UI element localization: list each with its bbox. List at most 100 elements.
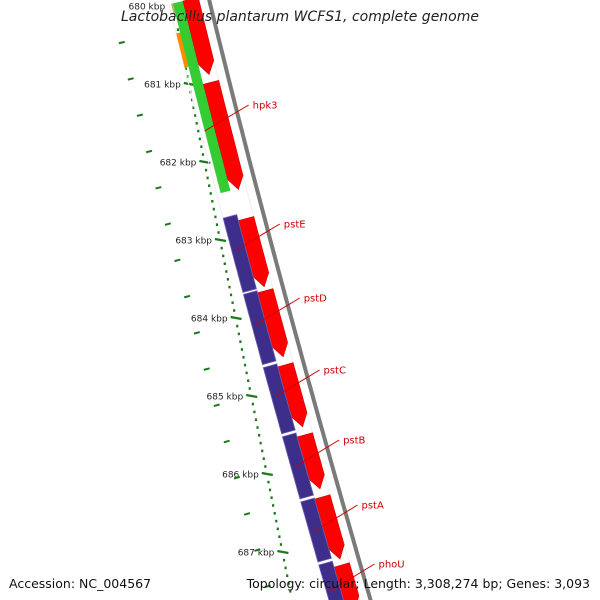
kbp-minor-tick [222, 254, 225, 258]
kbp-minor-tick [194, 114, 197, 117]
kbp-minor-tick [264, 465, 267, 468]
gene-leader-line [313, 504, 358, 533]
kbp-minor-tick [289, 590, 292, 593]
kbp-minor-tick [253, 410, 256, 414]
kbp-minor-tick [176, 28, 180, 31]
genome-summary-text: Topology: circular; Length: 3,308,274 bp… [246, 576, 590, 591]
kbp-label: 683 kbp [175, 237, 212, 247]
kbp-label: 686 kbp [222, 471, 259, 481]
kbp-major-tick [230, 315, 242, 321]
kbp-major-tick [246, 393, 258, 399]
outer-tick [193, 331, 201, 335]
kbp-minor-tick [226, 278, 229, 281]
kbp-minor-tick [206, 176, 209, 180]
outer-tick [243, 512, 251, 516]
hpk3-feature[interactable] [173, 1, 231, 194]
kbp-label: 687 kbp [238, 549, 275, 559]
kbp-minor-tick [243, 363, 247, 367]
gene-leader-line [255, 297, 300, 325]
kbp-minor-tick [278, 535, 281, 538]
gene-label-phoU[interactable]: phoU [378, 560, 404, 571]
kbp-minor-tick [239, 340, 242, 343]
kbp-minor-tick [287, 582, 290, 585]
genome-backbone [207, 0, 373, 600]
kbp-minor-tick [272, 504, 275, 507]
kbp-label: 682 kbp [160, 159, 197, 169]
outer-tick [223, 439, 230, 444]
kbp-minor-tick [282, 558, 286, 562]
kbp-minor-tick [211, 200, 214, 203]
kbp-minor-tick [268, 488, 272, 492]
kbp-label: 680 kbp [129, 3, 166, 13]
cds-feature[interactable] [222, 214, 257, 293]
outer-tick [264, 584, 271, 589]
kbp-minor-tick [284, 566, 287, 570]
outer-tick [203, 367, 210, 371]
kbp-minor-tick [240, 348, 244, 351]
cds-feature[interactable] [243, 290, 277, 366]
gene-label-pstA[interactable]: pstA [362, 501, 384, 512]
outer-tick [127, 77, 134, 81]
cds-feature[interactable] [318, 560, 347, 600]
kbp-minor-tick [197, 129, 200, 133]
gene-label-pstB[interactable]: pstB [343, 436, 365, 447]
kbp-minor-tick [192, 106, 195, 109]
kbp-minor-tick [236, 324, 239, 328]
kbp-minor-tick [242, 356, 245, 359]
kbp-minor-tick [201, 153, 205, 156]
cds-feature[interactable] [262, 363, 296, 435]
kbp-minor-tick [186, 75, 189, 78]
kbp-minor-tick [259, 441, 262, 445]
outer-tick [155, 186, 162, 190]
gene-label-pstC[interactable]: pstC [323, 366, 345, 377]
kbp-minor-tick [215, 223, 219, 226]
kbp-major-tick [277, 549, 289, 555]
strand-guide [198, 0, 361, 600]
outer-tick [164, 222, 172, 226]
kbp-minor-tick [190, 98, 194, 102]
outer-tick [254, 548, 261, 552]
kbp-minor-tick [275, 519, 278, 523]
kbp-minor-tick [279, 543, 283, 546]
kbp-minor-tick [200, 145, 203, 148]
kbp-minor-tick [247, 379, 250, 382]
outer-tick [174, 258, 181, 263]
gene-leader-line [330, 563, 375, 592]
kbp-minor-tick [233, 309, 236, 312]
kbp-minor-tick [220, 246, 223, 250]
kbp-minor-tick [204, 168, 208, 172]
outer-tick [213, 403, 220, 408]
kbp-minor-tick [270, 496, 273, 499]
gene-leader-line [294, 439, 340, 468]
kbp-minor-tick [262, 457, 265, 460]
gene-leader-line [235, 223, 281, 251]
kbp-minor-tick [256, 426, 259, 429]
gene-label-pstD[interactable]: pstD [304, 294, 327, 305]
gene-label-hpk3[interactable]: hpk3 [253, 101, 278, 112]
kbp-minor-tick [225, 270, 228, 273]
kbp-minor-tick [248, 387, 251, 390]
outer-tick [118, 40, 125, 45]
kbp-minor-tick [251, 402, 254, 406]
kbp-major-tick [261, 471, 273, 477]
outer-tick [183, 294, 191, 299]
kbp-minor-tick [254, 418, 258, 421]
gene-leader-line [275, 369, 320, 398]
kbp-minor-tick [237, 332, 240, 336]
outer-tick [145, 149, 153, 154]
kbp-minor-tick [195, 122, 198, 125]
gene-label-pstE[interactable]: pstE [284, 220, 306, 231]
kbp-label: 685 kbp [207, 393, 244, 403]
gene-leader-line [204, 104, 249, 132]
kbp-minor-tick [267, 480, 270, 484]
kbp-minor-tick [286, 574, 289, 577]
cds-feature[interactable] [282, 432, 314, 500]
kbp-major-tick [214, 237, 227, 243]
kbp-minor-tick [258, 434, 261, 437]
kbp-minor-tick [198, 137, 201, 141]
kbp-minor-tick [276, 527, 279, 531]
kbp-minor-tick [228, 285, 231, 289]
outer-tick [136, 113, 143, 117]
kbp-minor-tick [245, 371, 248, 375]
accession-text: Accession: NC_004567 [9, 576, 152, 591]
